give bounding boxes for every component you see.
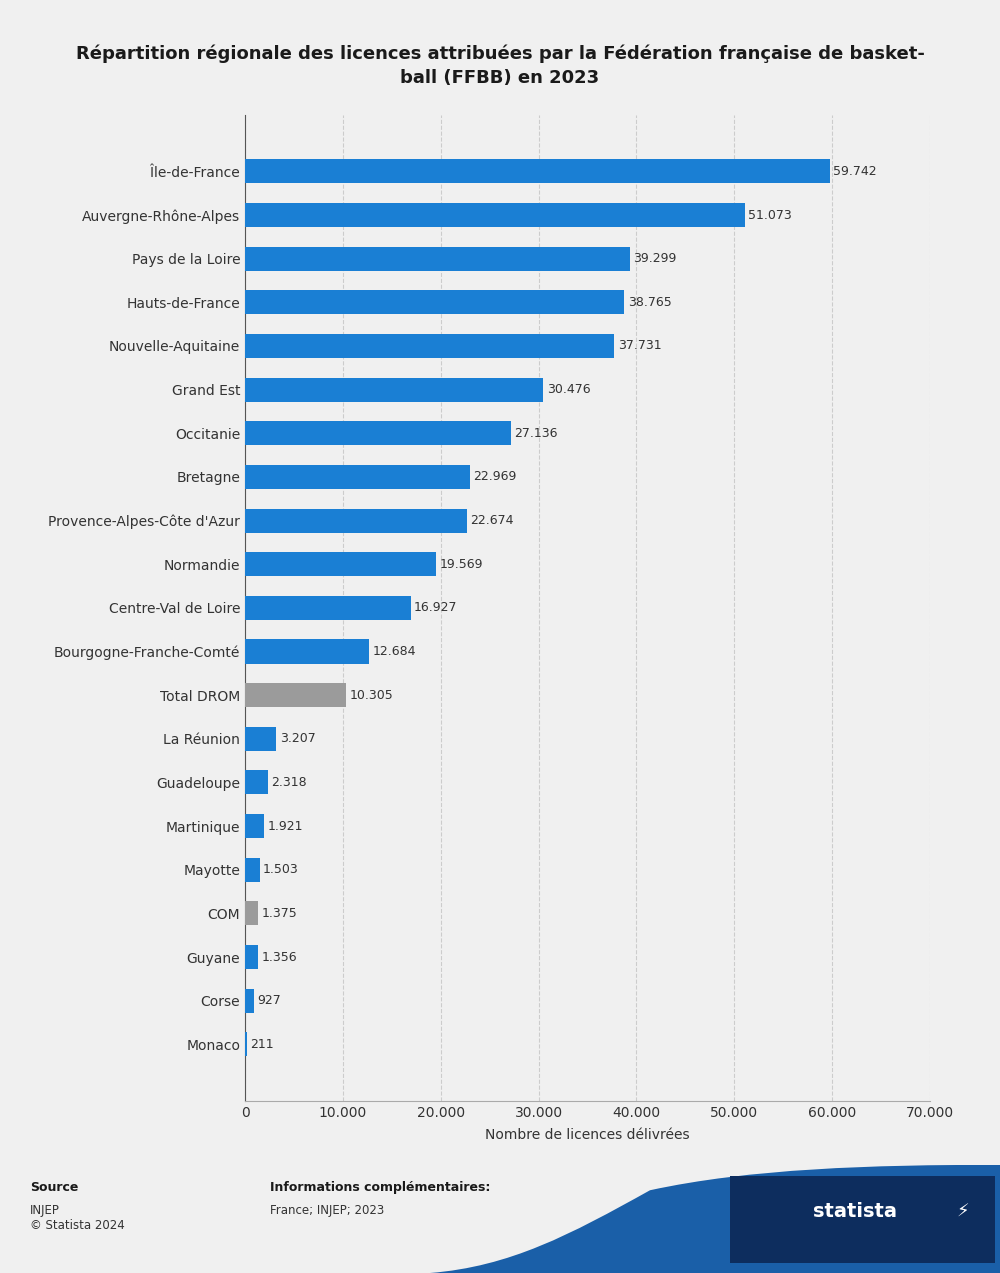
Text: 39.299: 39.299 [633, 252, 676, 265]
Bar [245, 159, 830, 183]
Text: 1.503: 1.503 [263, 863, 299, 876]
Text: 38.765: 38.765 [628, 295, 672, 309]
Text: 211: 211 [250, 1037, 274, 1050]
Bar [245, 684, 346, 707]
Text: 1.375: 1.375 [262, 906, 298, 920]
Bar [245, 596, 411, 620]
Text: 59.742: 59.742 [833, 165, 877, 178]
Bar [245, 334, 614, 358]
Text: 3.207: 3.207 [280, 732, 316, 745]
X-axis label: Nombre de licences délivrées: Nombre de licences délivrées [485, 1128, 690, 1142]
Bar [245, 204, 745, 227]
Bar [245, 1032, 247, 1057]
Text: statista: statista [813, 1203, 897, 1221]
Bar [245, 378, 543, 402]
Bar [245, 509, 467, 532]
Bar [245, 727, 276, 751]
Bar [245, 989, 254, 1012]
Bar [730, 1176, 995, 1263]
Bar [245, 858, 260, 882]
Bar [245, 421, 511, 446]
Text: 51.073: 51.073 [748, 209, 792, 222]
Text: Source: Source [30, 1181, 78, 1194]
Bar [245, 770, 268, 794]
PathPatch shape [430, 1165, 1000, 1273]
Bar [245, 290, 624, 314]
Bar [245, 945, 258, 969]
Text: 2.318: 2.318 [271, 777, 307, 789]
Text: 37.731: 37.731 [618, 340, 661, 353]
Text: Informations complémentaires:: Informations complémentaires: [270, 1181, 490, 1194]
Text: 22.674: 22.674 [470, 514, 514, 527]
Text: 30.476: 30.476 [547, 383, 590, 396]
Text: ⚡: ⚡ [957, 1203, 969, 1221]
Bar [245, 901, 258, 925]
Bar [245, 247, 630, 271]
Bar [245, 465, 470, 489]
Text: 12.684: 12.684 [373, 645, 416, 658]
Text: 22.969: 22.969 [473, 471, 517, 484]
Text: INJEP
© Statista 2024: INJEP © Statista 2024 [30, 1204, 125, 1232]
Text: Répartition régionale des licences attribuées par la Fédération française de bas: Répartition régionale des licences attri… [76, 45, 924, 87]
Text: 27.136: 27.136 [514, 426, 557, 439]
Bar [245, 813, 264, 838]
Text: 10.305: 10.305 [349, 689, 393, 701]
Text: 927: 927 [257, 994, 281, 1007]
Text: 19.569: 19.569 [440, 558, 483, 570]
Text: 1.356: 1.356 [262, 951, 297, 964]
Text: 1.921: 1.921 [267, 820, 303, 833]
Text: 16.927: 16.927 [414, 601, 458, 615]
Bar [245, 552, 436, 577]
Bar [245, 639, 369, 663]
Text: France; INJEP; 2023: France; INJEP; 2023 [270, 1204, 384, 1217]
